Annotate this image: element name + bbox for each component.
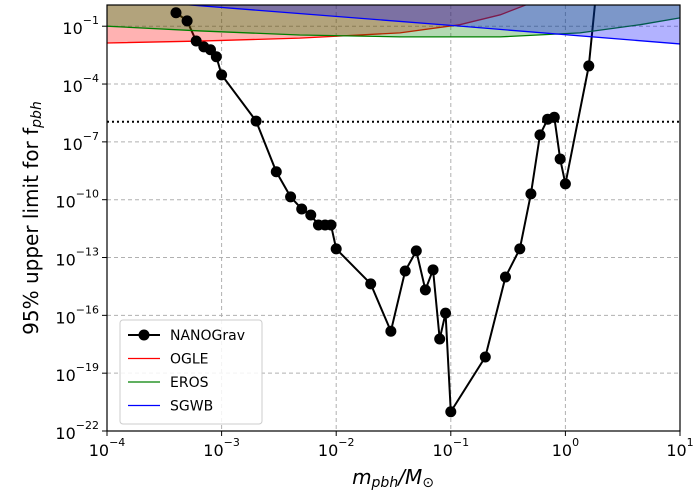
y-tick-label: 10−4 (62, 72, 99, 96)
data-point (445, 406, 457, 418)
series-line (187, 5, 680, 45)
constraint-region (190, 5, 680, 44)
data-point (514, 243, 526, 255)
series-line (107, 17, 680, 38)
data-point (479, 351, 491, 363)
x-tick-label: 10−2 (318, 436, 355, 460)
x-axis-label: mpbh/M⊙ (352, 465, 434, 492)
data-point (325, 219, 337, 231)
y-tick-label: 10−7 (62, 130, 99, 154)
y-tick-label: 10−1 (62, 14, 99, 38)
x-tick-label: 10−1 (433, 436, 470, 460)
plot-frame (106, 4, 681, 432)
data-point (170, 7, 182, 19)
x-tick-label: 10−4 (89, 436, 126, 460)
x-tick-label: 101 (666, 436, 693, 460)
legend-box (119, 319, 263, 425)
data-point (534, 129, 546, 141)
y-tick-label: 10−10 (55, 188, 99, 212)
y-tick-label: 10−19 (55, 361, 99, 385)
data-point (499, 271, 511, 283)
legend-label: NANOGrav (170, 328, 245, 344)
data-point (216, 69, 228, 81)
data-point (190, 35, 202, 47)
data-point (559, 178, 571, 190)
data-point (419, 284, 431, 296)
data-point (525, 188, 537, 200)
data-point (385, 325, 397, 337)
data-point (181, 15, 193, 27)
data-point (427, 264, 439, 276)
data-point (270, 166, 282, 178)
legend-label: SGWB (170, 399, 213, 415)
data-point (285, 191, 297, 203)
x-label-part: /M (396, 465, 422, 489)
x-tick-label: 10−3 (203, 436, 240, 460)
axes: 10−4 10−3 10−2 10−1 100 101 10−22 10−19 10−16 10−… (55, 14, 693, 459)
data-point (250, 115, 262, 127)
data-point (440, 307, 452, 319)
y-label-sub: pbh (29, 101, 45, 129)
x-tick-label: 100 (552, 436, 579, 460)
data-point (210, 51, 222, 63)
x-label-sub: ⊙ (422, 475, 434, 491)
x-label-part: m (352, 465, 371, 489)
data-point (305, 209, 317, 221)
y-axis-label: 95% upper limit for fpbh (19, 101, 46, 335)
y-tick-label: 10−13 (55, 246, 99, 270)
data-point (410, 245, 422, 257)
x-label-sub: pbh (371, 475, 399, 491)
legend-label: EROS (170, 375, 209, 391)
legend-label: OGLE (170, 352, 209, 368)
data-point (548, 111, 560, 123)
data-point (399, 265, 411, 277)
constraint-region (107, 5, 526, 43)
y-tick-label: 10−22 (55, 419, 99, 443)
data-point (330, 243, 342, 255)
data-point (554, 153, 566, 165)
legend: NANOGrav OGLE EROS SGWB (119, 319, 263, 425)
data-point (434, 333, 446, 345)
data-point (365, 278, 377, 290)
y-label-part: 95% upper limit for f (19, 127, 43, 335)
legend-marker (138, 329, 150, 341)
data-point (583, 60, 595, 72)
y-tick-label: 10−16 (55, 303, 99, 327)
data-point (296, 203, 308, 215)
plot-area (107, 5, 680, 418)
